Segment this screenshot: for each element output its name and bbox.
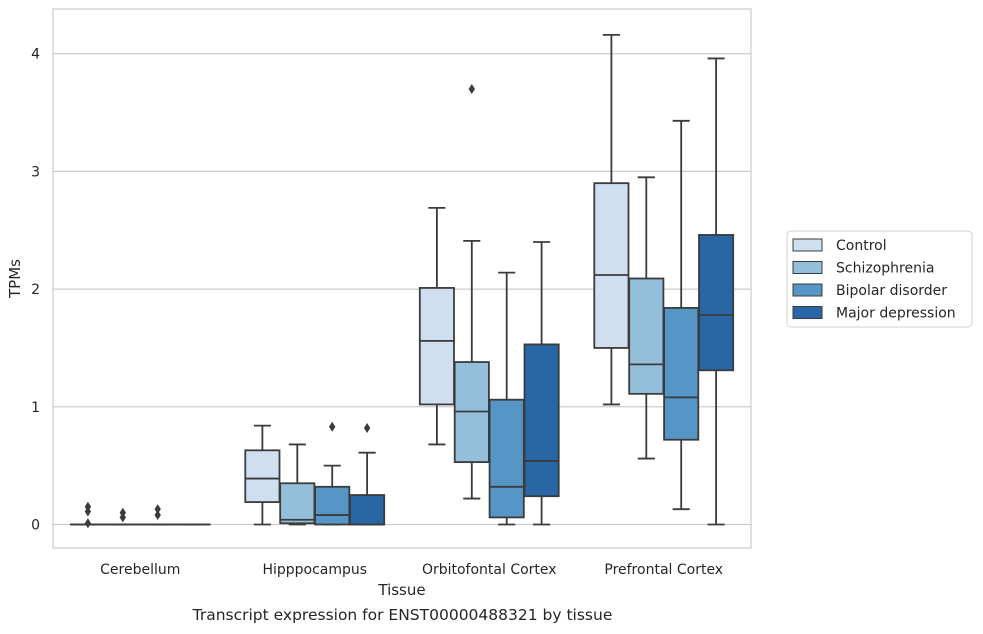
boxes-layer: [69, 33, 735, 529]
box-3-3: [698, 57, 735, 526]
outlier-marker: [84, 518, 92, 529]
x-axis-ticks: Cerebellum Hipppocampus Orbitofontal Corte…: [100, 562, 723, 578]
box-2-0: [418, 206, 455, 446]
plot-frame: [52, 8, 752, 549]
x-tick-label: Orbitofontal Cortex: [422, 562, 557, 578]
legend-label: Major depression: [836, 306, 956, 322]
box-2-1: [453, 84, 490, 500]
y-tick-label: 2: [31, 282, 40, 298]
y-tick-label: 3: [31, 164, 40, 180]
box-iqr: [244, 449, 281, 504]
box-iqr: [279, 482, 316, 525]
outlier-marker: [468, 84, 475, 95]
legend-label: Schizophrenia: [836, 261, 934, 277]
box-3-0: [593, 33, 630, 406]
outlier-marker: [84, 501, 92, 512]
box-iqr: [593, 182, 630, 349]
box-1-1: [279, 443, 316, 526]
box-iqr: [628, 277, 665, 395]
box-2-2: [488, 271, 525, 526]
y-tick-label: 0: [31, 517, 40, 533]
box-iqr: [349, 494, 386, 526]
legend-swatch: [792, 238, 823, 252]
box-iqr: [488, 398, 525, 519]
legend-label: Control: [836, 238, 887, 254]
legend: Control Schizophrenia Bipolar disorder Majo…: [786, 230, 973, 328]
box-3-2: [663, 119, 700, 511]
gridlines: [53, 53, 751, 526]
box-2-3: [523, 241, 560, 526]
x-tick-label: Hipppocampus: [262, 562, 367, 578]
legend-label: Bipolar disorder: [836, 283, 947, 299]
box-0-0: [69, 501, 106, 529]
legend-swatch: [792, 261, 823, 274]
x-axis-label: Tissue: [377, 581, 425, 599]
box-iqr: [314, 485, 351, 526]
box-1-0: [244, 424, 281, 526]
legend-swatch: [792, 283, 823, 297]
y-axis-label: TPMs: [6, 259, 24, 299]
box-iqr: [523, 343, 560, 498]
legend-frame: [786, 230, 973, 328]
box-0-1: [104, 507, 141, 526]
x-tick-label: Prefrontal Cortex: [604, 562, 723, 578]
box-iqr: [698, 234, 735, 372]
y-tick-label: 1: [31, 400, 40, 416]
x-tick-label: Cerebellum: [100, 562, 180, 578]
chart-caption: Transcript expression for ENST0000048832…: [192, 606, 613, 624]
box-1-3: [349, 422, 386, 526]
box-3-1: [628, 176, 665, 460]
y-axis-ticks: 0 1 2 3 4: [31, 47, 40, 534]
box-iqr: [663, 307, 700, 441]
box-iqr: [418, 287, 455, 406]
outlier-marker: [154, 504, 161, 515]
box-1-2: [314, 421, 351, 526]
legend-swatch: [792, 306, 823, 319]
y-tick-label: 4: [31, 47, 40, 63]
outlier-marker: [154, 510, 161, 521]
outlier-marker: [363, 422, 371, 433]
box-0-2: [139, 504, 176, 526]
outlier-marker: [119, 507, 126, 518]
outlier-marker: [329, 421, 336, 432]
